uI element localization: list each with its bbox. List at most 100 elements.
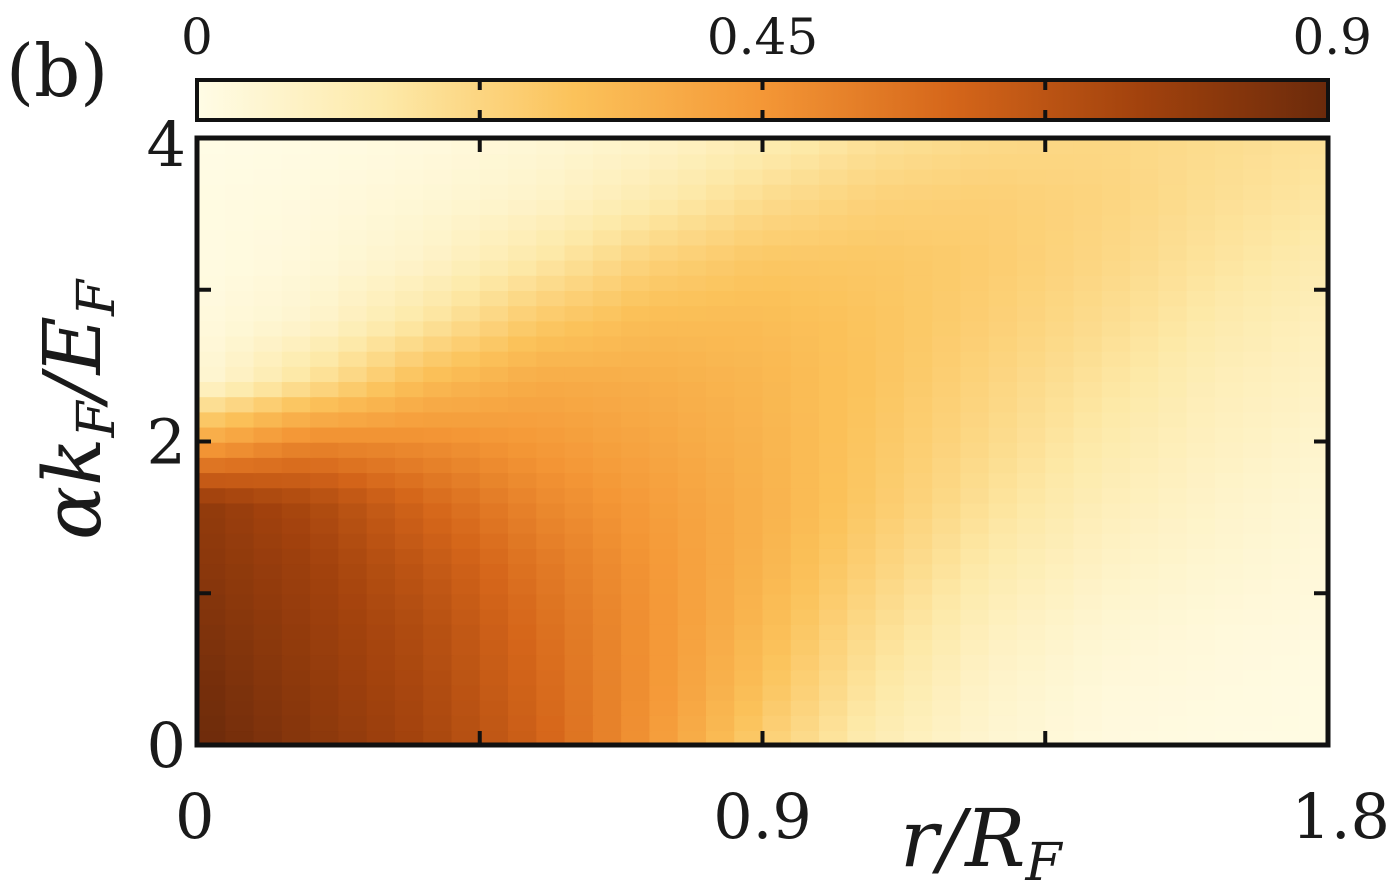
heatmap-cell	[479, 578, 511, 595]
heatmap-cell	[705, 441, 737, 458]
heatmap-cell	[366, 502, 398, 519]
heatmap-cell	[790, 153, 822, 170]
heatmap-cell	[903, 380, 935, 398]
heatmap-cell	[197, 350, 228, 367]
heatmap-cell	[875, 608, 907, 625]
heatmap-cell	[1186, 198, 1218, 216]
heatmap-cell	[394, 153, 426, 170]
heatmap-cell	[479, 274, 511, 291]
heatmap-cell	[932, 623, 963, 640]
heatmap-cell	[1271, 153, 1302, 170]
heatmap-cell	[1299, 517, 1328, 534]
heatmap-cell	[1073, 471, 1105, 489]
heatmap-cell	[310, 213, 341, 231]
heatmap-cell	[649, 411, 680, 428]
heatmap-cell	[1158, 638, 1189, 656]
heatmap-cell	[1101, 562, 1133, 580]
heatmap-cell	[649, 198, 680, 216]
heatmap-cell	[705, 593, 737, 610]
heatmap-cell	[1045, 487, 1076, 504]
heatmap-cell	[197, 593, 228, 610]
heatmap-cell	[988, 411, 1020, 428]
heatmap-cell	[197, 562, 228, 580]
heatmap-cell	[790, 138, 822, 155]
heatmap-cell	[536, 304, 567, 322]
heatmap-cell	[1186, 274, 1218, 291]
heatmap-cell	[1158, 213, 1189, 231]
heatmap-cell	[1271, 456, 1302, 474]
heatmap-cell	[366, 304, 398, 322]
heatmap-cell	[960, 456, 991, 474]
heatmap-cell	[1243, 714, 1274, 732]
heatmap-cell	[1130, 684, 1161, 701]
heatmap-cell	[1271, 213, 1302, 231]
heatmap-cell	[649, 562, 680, 580]
heatmap-cell	[281, 365, 313, 383]
heatmap-cell	[790, 320, 822, 337]
heatmap-cell	[875, 198, 907, 216]
heatmap-cell	[875, 653, 907, 671]
heatmap-cell	[451, 320, 483, 337]
heatmap-cell	[592, 153, 624, 170]
heatmap-cell	[338, 502, 369, 519]
heatmap-cell	[875, 714, 907, 732]
heatmap-cell	[366, 699, 398, 716]
heatmap-cell	[960, 259, 991, 276]
heatmap-cell	[451, 183, 483, 200]
heatmap-cell	[1214, 335, 1246, 352]
heatmap-cell	[1158, 198, 1189, 216]
heatmap-cell	[451, 365, 483, 383]
heatmap-cell	[1299, 244, 1328, 261]
heatmap-cell	[960, 395, 991, 413]
heatmap-cell	[1271, 441, 1302, 458]
heatmap-cell	[1186, 229, 1218, 246]
heatmap-cell	[1299, 198, 1328, 216]
heatmap-cell	[705, 623, 737, 640]
heatmap-cell	[366, 213, 398, 231]
heatmap-cell	[1186, 320, 1218, 337]
heatmap-cell	[225, 487, 256, 504]
heatmap-cell	[508, 335, 539, 352]
heatmap-cell	[366, 320, 398, 337]
heatmap-cell	[790, 426, 822, 443]
heatmap-cell	[734, 213, 765, 231]
heatmap-cell	[1073, 502, 1105, 519]
heatmap-cell	[451, 380, 483, 398]
heatmap-cell	[1101, 259, 1133, 276]
heatmap-cell	[705, 229, 737, 246]
heatmap-cell	[1271, 380, 1302, 398]
heatmap-cell	[1186, 213, 1218, 231]
heatmap-cell	[1101, 578, 1133, 595]
heatmap-cell	[394, 729, 426, 745]
heatmap-cell	[366, 259, 398, 276]
heatmap-cell	[310, 244, 341, 261]
heatmap-cell	[734, 487, 765, 504]
heatmap-cell	[819, 699, 850, 716]
heatmap-cell	[734, 714, 765, 732]
heatmap-cell	[1243, 411, 1274, 428]
heatmap-cell	[1271, 411, 1302, 428]
heatmap-cell	[1186, 183, 1218, 200]
heatmap-cell	[394, 638, 426, 656]
heatmap-cell	[225, 380, 256, 398]
heatmap-cell	[1271, 395, 1302, 413]
heatmap-cell	[621, 183, 652, 200]
x-axis-ticks: 0 0.9 1.8	[175, 138, 1390, 853]
heatmap-cell	[790, 638, 822, 656]
heatmap-cell	[564, 320, 596, 337]
heatmap-cell	[734, 259, 765, 276]
heatmap-cell	[338, 487, 369, 504]
heatmap-cell	[790, 669, 822, 686]
heatmap-cell	[875, 729, 907, 745]
heatmap-cell	[592, 138, 624, 155]
heatmap-cell	[394, 699, 426, 716]
heatmap-cell	[1045, 471, 1076, 489]
heatmap-cell	[762, 320, 794, 337]
heatmap-cell	[1016, 578, 1048, 595]
heatmap-cell	[253, 274, 285, 291]
heatmap-cell	[903, 350, 935, 367]
heatmap-cell	[960, 623, 991, 640]
heatmap-cell	[423, 456, 454, 474]
heatmap-cell	[338, 380, 369, 398]
heatmap-cell	[932, 259, 963, 276]
